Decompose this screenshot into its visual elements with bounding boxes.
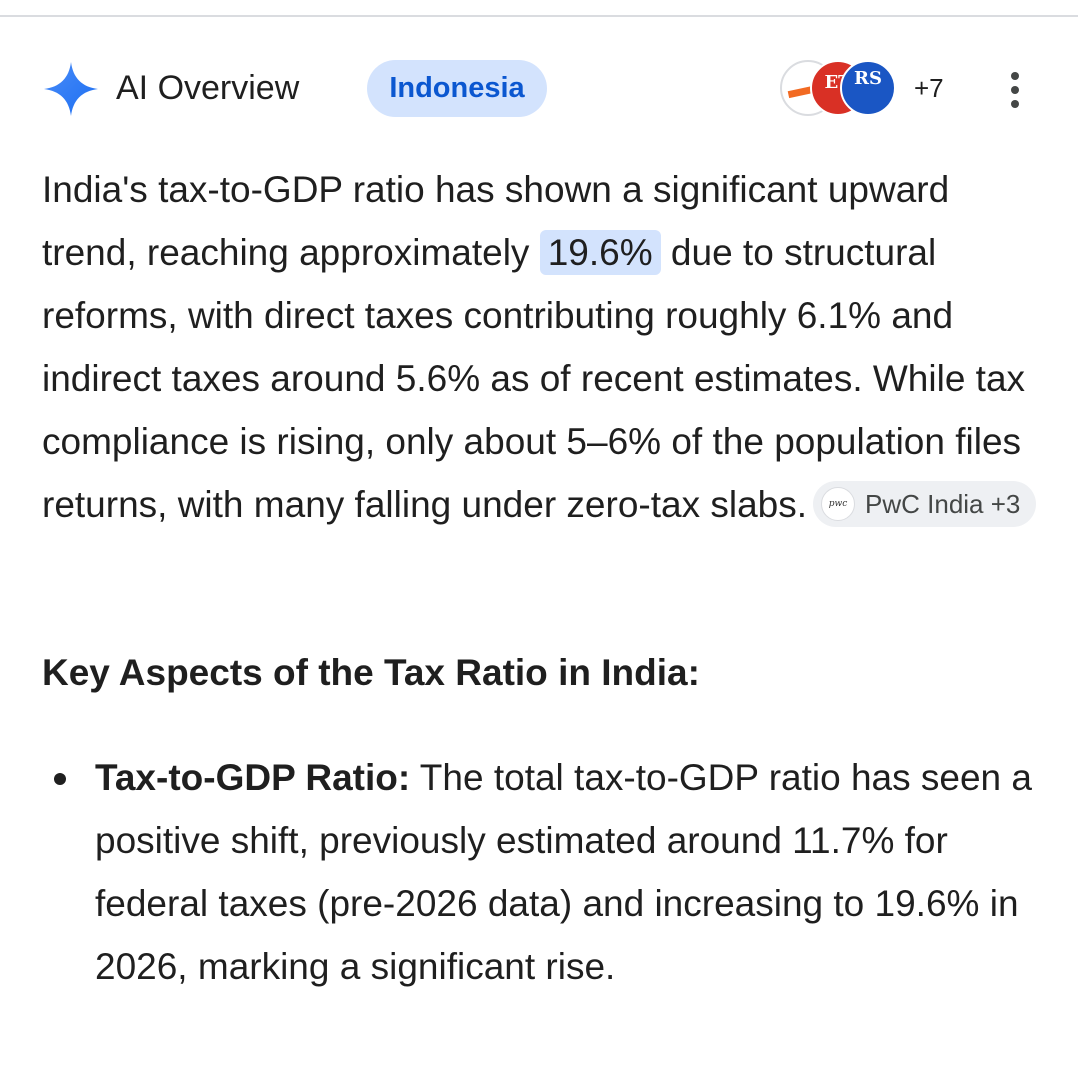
- region-chip[interactable]: Indonesia: [367, 60, 547, 117]
- gemini-sparkle-icon: [44, 62, 98, 116]
- citation-label: PwC India +3: [865, 489, 1021, 520]
- intro-text-part2: due to structural reforms, with direct t…: [42, 232, 1026, 525]
- bullet-icon: [54, 773, 66, 785]
- ai-overview-title: AI Overview: [116, 69, 300, 107]
- more-sources-count[interactable]: +7: [914, 73, 944, 103]
- more-vert-icon[interactable]: [1000, 70, 1030, 110]
- ai-overview-header: AI Overview Indonesia ET RS +7: [42, 58, 1042, 118]
- source-favicon-3[interactable]: RS: [840, 60, 896, 116]
- citation-chip[interactable]: pwc PwC India +3: [813, 481, 1037, 528]
- overview-intro-paragraph: India's tax-to-GDP ratio has shown a sig…: [42, 158, 1052, 536]
- section-heading: Key Aspects of the Tax Ratio in India:: [42, 652, 700, 693]
- source-favicons[interactable]: ET RS: [780, 58, 910, 118]
- source-favicon-3-text: RS: [854, 68, 882, 89]
- bullet-text: The total tax-to-GDP ratio has seen a po…: [95, 757, 1032, 987]
- bullet-title: Tax-to-GDP Ratio:: [95, 757, 411, 798]
- list-item: Tax-to-GDP Ratio: The total tax-to-GDP r…: [42, 746, 1042, 998]
- pwc-logo-icon: pwc: [821, 487, 856, 522]
- key-aspects-list: Tax-to-GDP Ratio: The total tax-to-GDP r…: [42, 746, 1042, 998]
- intro-text-part1: India's tax-to-GDP ratio has shown a sig…: [42, 169, 950, 273]
- top-divider: [0, 15, 1078, 17]
- highlighted-value[interactable]: 19.6%: [539, 230, 661, 275]
